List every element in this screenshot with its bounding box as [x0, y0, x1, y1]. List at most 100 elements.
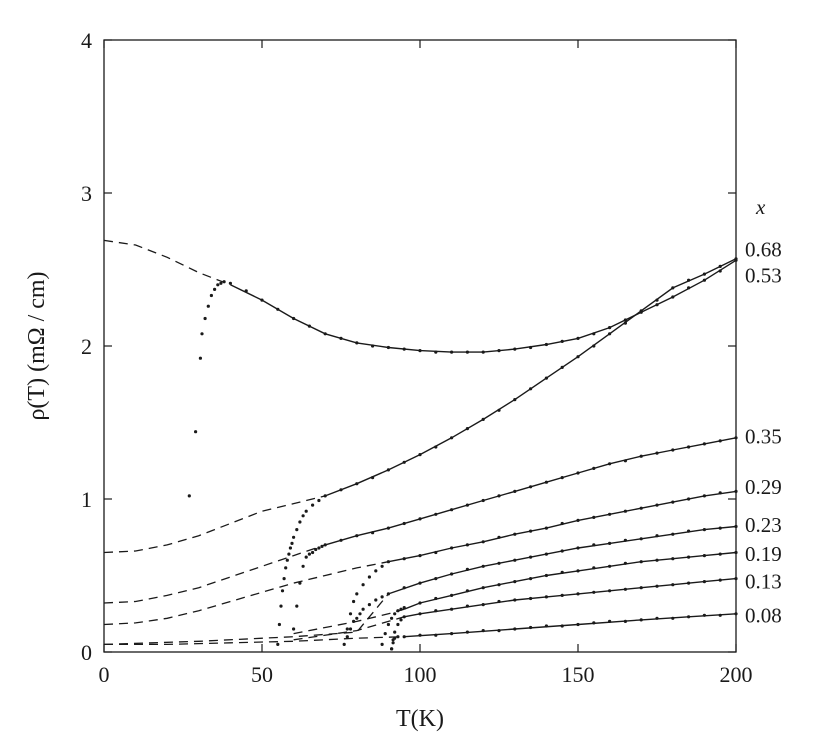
data-point	[187, 494, 191, 498]
data-point	[560, 624, 564, 628]
data-point	[277, 622, 281, 627]
data-point	[402, 347, 406, 351]
data-point	[450, 607, 454, 611]
data-point	[213, 287, 217, 291]
data-point	[655, 298, 659, 302]
data-point	[623, 587, 628, 591]
data-point	[396, 635, 400, 639]
data-point	[497, 629, 501, 633]
series-layer	[103, 239, 738, 651]
data-point	[402, 557, 406, 561]
data-point	[544, 552, 549, 556]
y-tick-label: 3	[81, 181, 92, 206]
fit-line-solid	[325, 437, 737, 546]
data-point	[639, 586, 643, 590]
data-point	[702, 278, 707, 282]
data-point	[465, 589, 469, 593]
data-point	[576, 336, 580, 340]
data-point	[560, 521, 564, 526]
data-point	[465, 630, 469, 634]
data-point	[216, 283, 220, 287]
data-point	[307, 552, 311, 556]
data-point	[671, 532, 675, 536]
data-point	[592, 566, 596, 570]
data-point	[702, 442, 707, 446]
data-point	[352, 599, 356, 604]
data-point	[386, 526, 390, 530]
data-point	[639, 537, 643, 541]
data-point	[718, 264, 722, 268]
data-point	[608, 619, 612, 624]
y-tick-label: 1	[81, 487, 92, 512]
data-point	[323, 543, 327, 547]
data-point	[301, 514, 305, 518]
y-tick-label: 0	[81, 640, 92, 665]
data-point	[671, 500, 675, 504]
data-point	[386, 592, 390, 596]
series-label: 0.29	[745, 475, 782, 499]
data-point	[592, 344, 596, 348]
data-point	[544, 595, 549, 599]
data-point	[342, 642, 346, 647]
data-point	[450, 593, 454, 598]
series-labels: 0.680.53 0.35 0.29 0.23 0.19 0.13 0.08	[745, 238, 782, 628]
data-point	[434, 633, 438, 637]
data-point	[481, 350, 485, 354]
series-0.23	[103, 524, 738, 646]
x-tick-label: 0	[99, 662, 110, 687]
data-point	[639, 506, 643, 510]
series-label: 0.35	[745, 424, 782, 448]
data-point	[295, 528, 299, 532]
data-point	[608, 564, 612, 568]
data-point	[702, 554, 707, 558]
series-0.29	[103, 489, 738, 647]
data-point	[348, 627, 353, 631]
data-point	[276, 307, 280, 311]
data-point	[608, 462, 612, 466]
data-point	[687, 615, 691, 619]
data-point	[560, 593, 564, 598]
data-point	[481, 417, 485, 421]
fit-line-dashed	[103, 593, 389, 646]
data-point	[529, 485, 533, 489]
data-point	[718, 269, 722, 273]
x-tick-labels: 0 50 100 150 200	[99, 662, 753, 687]
data-point	[323, 332, 327, 336]
data-point	[260, 298, 264, 302]
data-point	[560, 476, 564, 480]
data-point	[576, 592, 580, 596]
data-point	[339, 488, 343, 492]
data-point	[418, 554, 422, 558]
fit-line-solid	[230, 259, 737, 353]
series-label: 0.23	[745, 513, 782, 537]
data-point	[592, 543, 596, 547]
data-point	[317, 498, 321, 503]
data-point	[497, 408, 501, 412]
y-tick-label: 2	[81, 334, 92, 359]
data-point	[481, 603, 485, 607]
data-point	[219, 281, 223, 285]
data-point	[623, 459, 628, 463]
data-point	[671, 295, 675, 299]
data-point	[608, 326, 612, 330]
data-point	[450, 350, 454, 354]
data-point	[355, 592, 359, 596]
data-point	[386, 622, 390, 627]
data-point	[434, 350, 438, 354]
data-point	[222, 280, 226, 284]
y-ticks	[104, 39, 736, 653]
data-point	[292, 535, 296, 539]
data-point	[655, 616, 659, 620]
data-point	[304, 509, 308, 513]
fit-line-dashed	[103, 544, 326, 604]
data-point	[560, 570, 564, 575]
data-point	[450, 508, 454, 512]
data-point	[608, 332, 612, 336]
data-point	[206, 304, 210, 308]
series-label: 0.13	[745, 570, 782, 594]
data-point	[655, 303, 659, 307]
fit-line-solid	[404, 577, 737, 618]
data-point	[450, 546, 454, 550]
data-point	[576, 569, 580, 573]
